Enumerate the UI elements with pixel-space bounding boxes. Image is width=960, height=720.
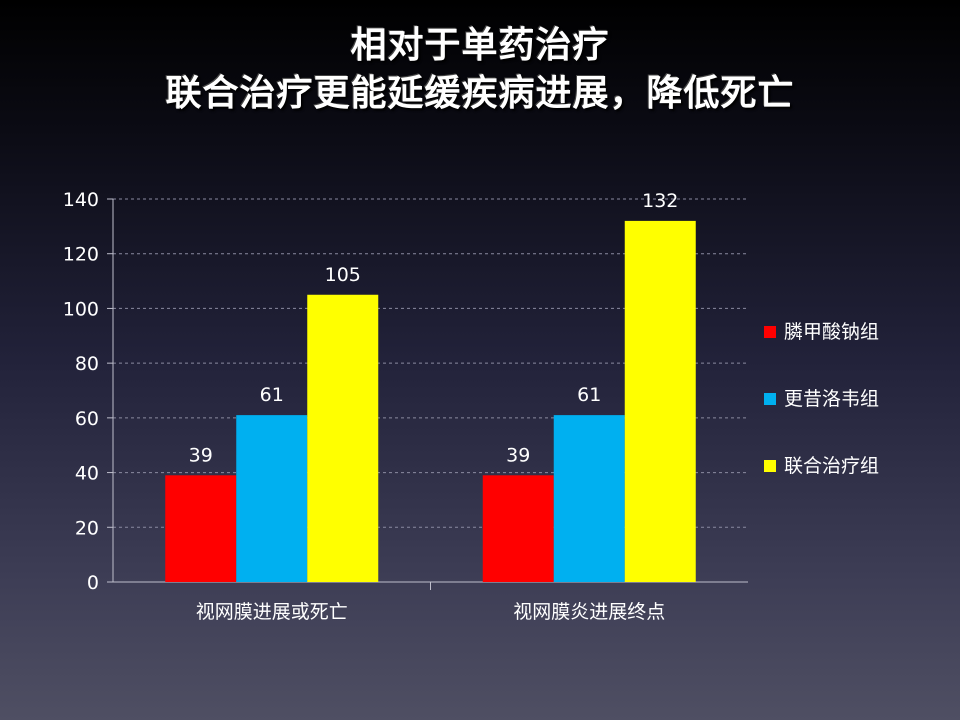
x-category-label: 视网膜进展或死亡 (196, 601, 348, 623)
bar (624, 220, 696, 582)
data-label: 61 (577, 384, 601, 406)
title-line-2: 联合治疗更能延缓疾病进展，降低死亡 (165, 73, 795, 114)
data-label: 132 (642, 190, 678, 212)
y-tick-label: 120 (63, 244, 99, 266)
y-tick-label: 80 (75, 353, 99, 375)
y-tick-label: 0 (87, 572, 99, 594)
title-line-1: 相对于单药治疗 (350, 25, 610, 66)
legend-label: 联合治疗组 (784, 455, 880, 477)
legend-label: 更昔洛韦组 (784, 388, 880, 410)
y-tick-label: 40 (75, 463, 99, 485)
y-tick-label: 20 (75, 517, 99, 539)
y-tick-label: 100 (63, 298, 99, 320)
bar (236, 415, 308, 582)
bar (307, 294, 379, 582)
legend-swatch (764, 460, 776, 472)
y-tick-label: 60 (75, 408, 99, 430)
legend-label: 膦甲酸钠组 (784, 321, 880, 343)
bar (482, 475, 554, 582)
bar (553, 415, 625, 582)
data-label: 105 (325, 264, 361, 286)
bar (165, 475, 237, 582)
data-label: 39 (189, 444, 213, 466)
data-label: 39 (506, 444, 530, 466)
legend-swatch (764, 393, 776, 405)
slide-title: 相对于单药治疗 联合治疗更能延缓疾病进展，降低死亡 (0, 22, 960, 118)
data-label: 61 (260, 384, 284, 406)
y-tick-label: 140 (63, 189, 99, 211)
legend-swatch (764, 326, 776, 338)
x-category-label: 视网膜炎进展终点 (513, 601, 665, 623)
